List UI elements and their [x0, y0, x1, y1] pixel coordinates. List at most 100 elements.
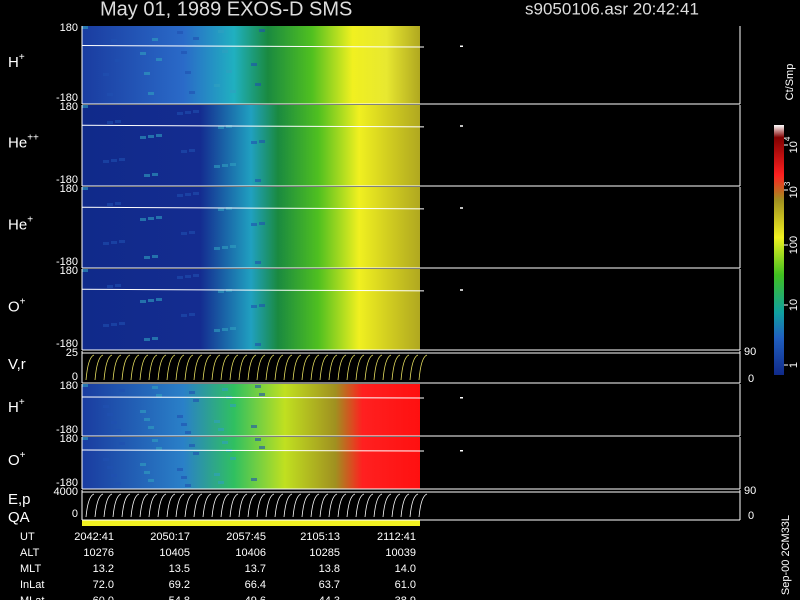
wave-line [391, 354, 401, 381]
speckle [259, 29, 265, 32]
y-bottom-label: -180 [56, 338, 78, 350]
wave-line [364, 354, 374, 381]
speckle [177, 112, 183, 115]
speckle [115, 120, 121, 123]
speckle [214, 84, 220, 87]
panel-label-base: He [8, 134, 27, 151]
speckle [148, 479, 154, 482]
panel-label: H+ [8, 397, 25, 416]
speckle [214, 329, 220, 332]
wave-line [103, 354, 113, 381]
colorbar-label-base: 100 [788, 236, 800, 254]
speckle [103, 324, 109, 327]
speckle [111, 241, 117, 244]
wave-line [310, 354, 320, 381]
speckle [185, 484, 191, 487]
panel-label-sup: + [19, 397, 25, 408]
wave-line [184, 493, 194, 518]
speckle [140, 136, 146, 139]
speckle [148, 217, 154, 220]
speckle [230, 245, 236, 248]
speckle [140, 410, 146, 413]
colorbar-label-sup: 4 [783, 136, 792, 141]
speckle [222, 50, 228, 53]
panel-label-sup: + [20, 450, 26, 461]
speckle [251, 141, 257, 144]
speckle [107, 93, 113, 96]
trace-line [81, 449, 425, 452]
y-bottom-label: -180 [56, 174, 78, 186]
row-value: 10285 [309, 547, 340, 559]
speckle [222, 328, 228, 331]
speckle [82, 26, 88, 29]
speckle [107, 203, 113, 206]
wave-line [346, 354, 356, 381]
colorbar-label-base: 10 [788, 141, 800, 153]
marker [460, 207, 463, 209]
wave-line [202, 354, 212, 381]
marker [460, 450, 463, 452]
speckle [255, 261, 261, 264]
speckle [156, 134, 162, 137]
speckle [226, 207, 232, 210]
panel-label: V,r [8, 356, 26, 373]
speckle [189, 313, 195, 316]
y-top-label: 180 [60, 22, 78, 34]
wave-line [418, 493, 428, 518]
speckle [140, 463, 146, 466]
speckle [156, 447, 162, 450]
wave-line [328, 493, 338, 518]
speckle [189, 231, 195, 234]
row-value: -38.9 [391, 595, 416, 600]
speckle [119, 79, 125, 82]
speckle [189, 91, 195, 94]
speckle [111, 159, 117, 162]
panel-label-base: He [8, 216, 27, 233]
speckle [222, 388, 228, 391]
row-value: 13.2 [93, 563, 114, 575]
speckle [140, 218, 146, 221]
y2-bottom-label: 0 [748, 373, 754, 385]
speckle [181, 150, 187, 153]
speckle [193, 274, 199, 277]
speckle [111, 39, 117, 42]
row-value: 10039 [385, 547, 416, 559]
speckle [144, 72, 150, 75]
wave-line [319, 493, 329, 518]
speckle [115, 202, 121, 205]
y2-bottom-label: 0 [748, 510, 754, 522]
wave-line [355, 354, 365, 381]
speckle [119, 322, 125, 325]
wave-line [247, 493, 257, 518]
panel-label: O+ [8, 296, 26, 315]
speckle [189, 149, 195, 152]
speckle [218, 126, 224, 129]
speckle [193, 452, 199, 455]
y-bottom-label: -180 [56, 92, 78, 104]
speckle [152, 386, 158, 389]
speckle [103, 73, 109, 76]
speckle [115, 429, 121, 432]
speckle [152, 439, 158, 442]
colorbar-label: 103 [783, 181, 800, 198]
row-value: 10405 [159, 547, 190, 559]
speckle [107, 285, 113, 288]
speckle [144, 418, 150, 421]
speckle [218, 290, 224, 293]
speckle [82, 105, 88, 108]
wave-line [238, 354, 248, 381]
speckle [115, 284, 121, 287]
wave-line [148, 493, 158, 518]
wave-line [157, 354, 167, 381]
footer: Sep-00 2CM33L [780, 515, 792, 595]
speckle [255, 438, 261, 441]
wave-line [256, 493, 266, 518]
wave-line [211, 354, 221, 381]
row-value: 66.4 [245, 579, 266, 591]
speckle [156, 216, 162, 219]
speckle [189, 391, 195, 394]
spectrogram [82, 269, 420, 350]
speckle [111, 474, 117, 477]
